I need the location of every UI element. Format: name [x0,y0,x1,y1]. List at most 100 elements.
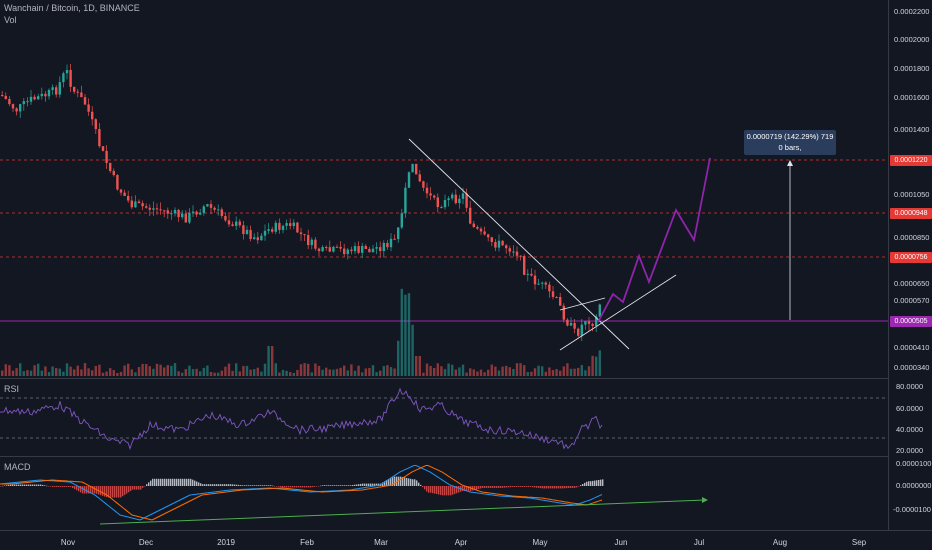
volume-bar [400,288,403,376]
candle [487,234,490,238]
macd-legend[interactable]: MACD [4,462,31,472]
macd-hist-bar [514,486,516,487]
candle [202,206,205,213]
macd-hist-bar [66,486,68,487]
macd-hist-bar [180,478,182,486]
macd-hist-bar [592,480,594,486]
volume-bar [371,365,375,376]
candle [519,255,522,257]
candle [184,213,187,223]
volume-bar [123,365,126,376]
macd-hist-bar [448,486,450,496]
candle [55,87,58,95]
volume-bar [526,372,529,376]
macd-hist-bar [324,485,326,486]
volume-bar [206,365,209,376]
macd-hist-bar [540,486,542,489]
candle [317,248,321,252]
volume-bar [429,365,432,376]
volume-legend[interactable]: Vol [4,15,17,25]
candle [454,194,457,204]
candle [137,201,141,204]
candle [415,163,418,175]
measure-callout[interactable]: 0.0000719 (142.29%) 719 0 bars, [744,130,836,155]
macd-hist-bar [538,486,540,488]
volume-bar [256,367,259,376]
macd-hist-bar [536,486,538,488]
volume-bar [443,369,447,376]
macd-hist-bar [188,478,190,486]
macd-divergence-line[interactable] [99,499,706,525]
macd-hist-bar [428,486,430,493]
macd-hist-bar [496,486,498,488]
candle [224,215,227,221]
macd-hist-bar [412,479,414,486]
macd-hist-bar [58,486,60,487]
wedge-upper-line[interactable] [559,297,606,311]
candle [15,108,18,112]
macd-hist-bar [342,485,344,486]
candle [433,195,436,198]
volume-bar [332,369,335,376]
macd-hist-bar [162,478,164,486]
rsi-legend[interactable]: RSI [4,384,20,394]
candle [541,282,544,284]
wedge-lower-line[interactable] [559,274,677,351]
macd-hist-bar [208,484,210,486]
volume-bar [299,364,303,376]
candle [407,172,411,188]
candle [148,207,151,210]
macd-hist-bar [396,476,398,486]
macd-hist-bar [404,477,406,486]
macd-hist-bar [346,485,348,486]
macd-hist-bar [160,478,162,486]
downtrend-line[interactable] [408,138,630,350]
candle [274,222,277,232]
macd-hist-bar [284,486,286,488]
macd-hist-bar [498,486,500,488]
macd-hist-bar [110,486,112,498]
price-tag-505: 0.0000505 [890,316,932,327]
macd-hist-bar [304,486,306,488]
macd-hist-bar [178,478,180,486]
macd-hist-bar [310,486,312,488]
macd-hist-bar [240,485,242,486]
volume-bar [224,366,227,376]
macd-hist-bar [596,480,598,486]
candle [343,248,346,255]
macd-hist-bar [76,486,78,491]
candle [307,235,310,246]
volume-bar [411,324,414,376]
candle [166,210,169,214]
volume-bar [407,293,411,376]
volume-bar [350,364,353,376]
candle [26,101,29,103]
macd-hist-bar [132,486,134,490]
macd-hist-bar [480,486,482,489]
macd-hist-bar [156,478,158,486]
projection-path[interactable] [597,157,711,323]
volume-bar [469,368,472,376]
candle [8,99,11,105]
volume-bar [109,368,112,376]
macd-hist-bar [32,484,34,486]
macd-hist-bar [164,478,166,486]
macd-hist-bar [578,486,580,487]
macd-hist-bar [356,484,358,486]
macd-hist-bar [232,484,234,486]
macd-hist-bar [290,486,292,488]
macd-hist-bar [430,486,432,493]
volume-bar [479,369,483,376]
macd-hist-bar [432,486,434,494]
macd-hist-bar [564,486,566,489]
macd-hist-bar [314,486,316,487]
candle [33,96,36,100]
macd-hist-bar [64,486,66,487]
symbol-title[interactable]: Wanchain / Bitcoin, 1D, BINANCE [4,3,140,13]
volume-bar [188,365,191,376]
volume-bar [213,372,216,376]
macd-hist-bar [250,485,252,486]
volume-bar [173,363,177,376]
candle [569,323,573,326]
